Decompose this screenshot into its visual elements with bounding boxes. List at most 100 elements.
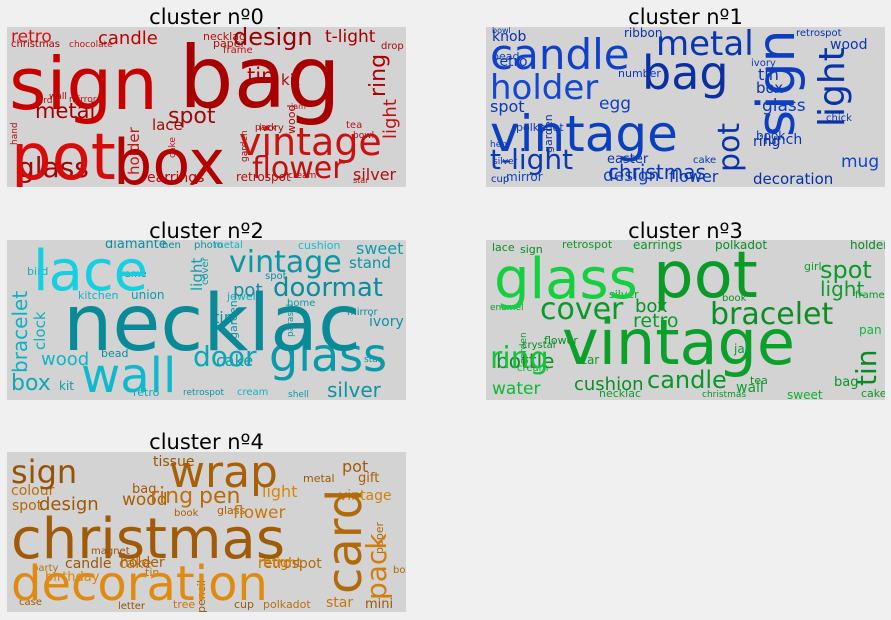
cloud-word: sign bbox=[9, 42, 158, 126]
cloud-word: holder bbox=[120, 555, 165, 571]
cloud-word: metal bbox=[656, 27, 754, 64]
cloud-word: wood bbox=[830, 37, 867, 53]
cloud-word: earrings bbox=[633, 240, 682, 252]
cloud-word: cake bbox=[168, 137, 178, 158]
cloud-word: bottle bbox=[496, 349, 554, 373]
cloud-word: spot bbox=[490, 97, 525, 116]
cloud-word: paper bbox=[213, 37, 245, 50]
cloud-word: holder bbox=[125, 126, 143, 175]
cloud-word: glass bbox=[269, 328, 387, 382]
cloud-word: star bbox=[576, 353, 599, 367]
cloud-word: tin bbox=[213, 308, 234, 327]
cloud-word: box bbox=[11, 371, 51, 396]
cloud-word: bird bbox=[27, 265, 48, 278]
cloud-word: number bbox=[618, 67, 661, 80]
cloud-word: metal bbox=[303, 472, 335, 485]
cloud-word: magnet bbox=[91, 546, 130, 557]
cloud-word: light bbox=[812, 47, 853, 127]
word-cloud-svg-4: bag tree cup polkadot letter glass tin b… bbox=[11, 452, 406, 612]
cloud-word: christmas bbox=[11, 39, 60, 50]
cloud-word: pack bbox=[255, 123, 277, 133]
cloud-word: design bbox=[603, 166, 659, 186]
cloud-word: box bbox=[756, 79, 783, 97]
cloud-word: ivory bbox=[259, 123, 284, 134]
cloud-word: ring bbox=[490, 341, 549, 376]
cloud-word: cream bbox=[288, 171, 316, 181]
cloud-word: home bbox=[287, 298, 315, 309]
cloud-word: case bbox=[19, 597, 42, 608]
cloud-word: mug bbox=[841, 152, 879, 172]
cloud-word: kit bbox=[281, 71, 300, 89]
word-cloud-0: christmas chocolate wall bird hand mirro… bbox=[7, 27, 406, 187]
cloud-word: lace bbox=[33, 240, 148, 304]
cloud-word: retrospot bbox=[562, 240, 613, 251]
cloud-word: mirror bbox=[69, 95, 97, 105]
cloud-word: candle bbox=[490, 30, 630, 79]
cloud-word: ribbon bbox=[624, 27, 662, 40]
cloud-word: light bbox=[820, 277, 864, 301]
cloud-word: frame bbox=[855, 290, 885, 301]
cloud-word: door bbox=[193, 340, 257, 373]
cloud-word: sign bbox=[520, 243, 543, 256]
cloud-word: tin bbox=[850, 349, 883, 386]
cloud-word: mirror bbox=[506, 170, 543, 184]
cloud-word: lace bbox=[152, 116, 183, 134]
cloud-word: jar bbox=[733, 342, 750, 356]
cloud-word: mini bbox=[365, 597, 393, 612]
cloud-word: book bbox=[722, 293, 747, 304]
cloud-word: polkadot bbox=[263, 598, 311, 611]
cloud-word: retro bbox=[133, 386, 160, 399]
cloud-word: chocolate bbox=[69, 40, 113, 50]
cloud-word: wood bbox=[122, 490, 168, 510]
cloud-word: parasol bbox=[286, 304, 296, 337]
cloud-word: polkadot bbox=[516, 121, 564, 134]
cloud-word: vintage bbox=[339, 488, 392, 504]
cloud-word: photo bbox=[194, 240, 223, 251]
panel-title-3: cluster nº3 bbox=[628, 219, 743, 243]
cloud-word: metal bbox=[35, 99, 95, 123]
cloud-word: water bbox=[492, 379, 540, 399]
panel-title-4: cluster nº4 bbox=[149, 430, 264, 454]
cloud-word: cushion bbox=[574, 374, 644, 395]
cloud-word: vintage bbox=[490, 105, 678, 163]
cloud-word: wood bbox=[41, 349, 89, 370]
cloud-word: ring bbox=[366, 54, 391, 97]
panel-title-0: cluster nº0 bbox=[149, 5, 264, 29]
cloud-word: wrap bbox=[169, 452, 278, 498]
cloud-word: birthday bbox=[45, 570, 100, 585]
cloud-word: cover bbox=[540, 292, 624, 327]
cloud-word: sign bbox=[747, 29, 807, 137]
cloud-word: cake bbox=[119, 556, 152, 572]
cloud-word: flower bbox=[544, 334, 578, 347]
cloud-word: bracelet bbox=[8, 291, 32, 373]
panel-title-2: cluster nº2 bbox=[149, 219, 264, 243]
cloud-word: gift bbox=[358, 471, 379, 486]
cloud-word: pot bbox=[11, 121, 116, 187]
cloud-word: necklac bbox=[63, 279, 361, 369]
cloud-word: hen bbox=[162, 240, 181, 251]
cloud-word: necklac bbox=[599, 387, 641, 400]
cloud-word: light bbox=[262, 482, 297, 501]
cloud-word: spot bbox=[12, 498, 43, 514]
cloud-word: lunch bbox=[764, 132, 802, 148]
word-cloud-1: bowl ribbon polkadot number garden bead … bbox=[486, 27, 885, 187]
cloud-word: silver bbox=[327, 378, 382, 400]
cloud-word: christmas bbox=[11, 507, 285, 572]
cloud-word: t-light bbox=[263, 556, 302, 571]
cloud-word: ring bbox=[753, 134, 780, 150]
cloud-word: flower bbox=[233, 503, 285, 523]
cloud-word: candle bbox=[98, 28, 158, 49]
cloud-word: enamel bbox=[490, 303, 524, 313]
cloud-word: ring bbox=[150, 484, 193, 509]
cloud-word: star bbox=[364, 355, 382, 365]
cloud-word: metal bbox=[214, 240, 243, 251]
cloud-word: design bbox=[233, 27, 313, 51]
cloud-word: polkadot bbox=[715, 240, 767, 252]
cloud-word: pot bbox=[233, 280, 263, 301]
cloud-word: mirror bbox=[347, 307, 378, 318]
cloud-word: bowl bbox=[353, 131, 374, 141]
cloud-word: t-light bbox=[325, 27, 376, 47]
cloud-word: bird bbox=[35, 96, 52, 106]
cloud-word: cream bbox=[237, 387, 268, 398]
cloud-word: hen bbox=[490, 140, 507, 150]
